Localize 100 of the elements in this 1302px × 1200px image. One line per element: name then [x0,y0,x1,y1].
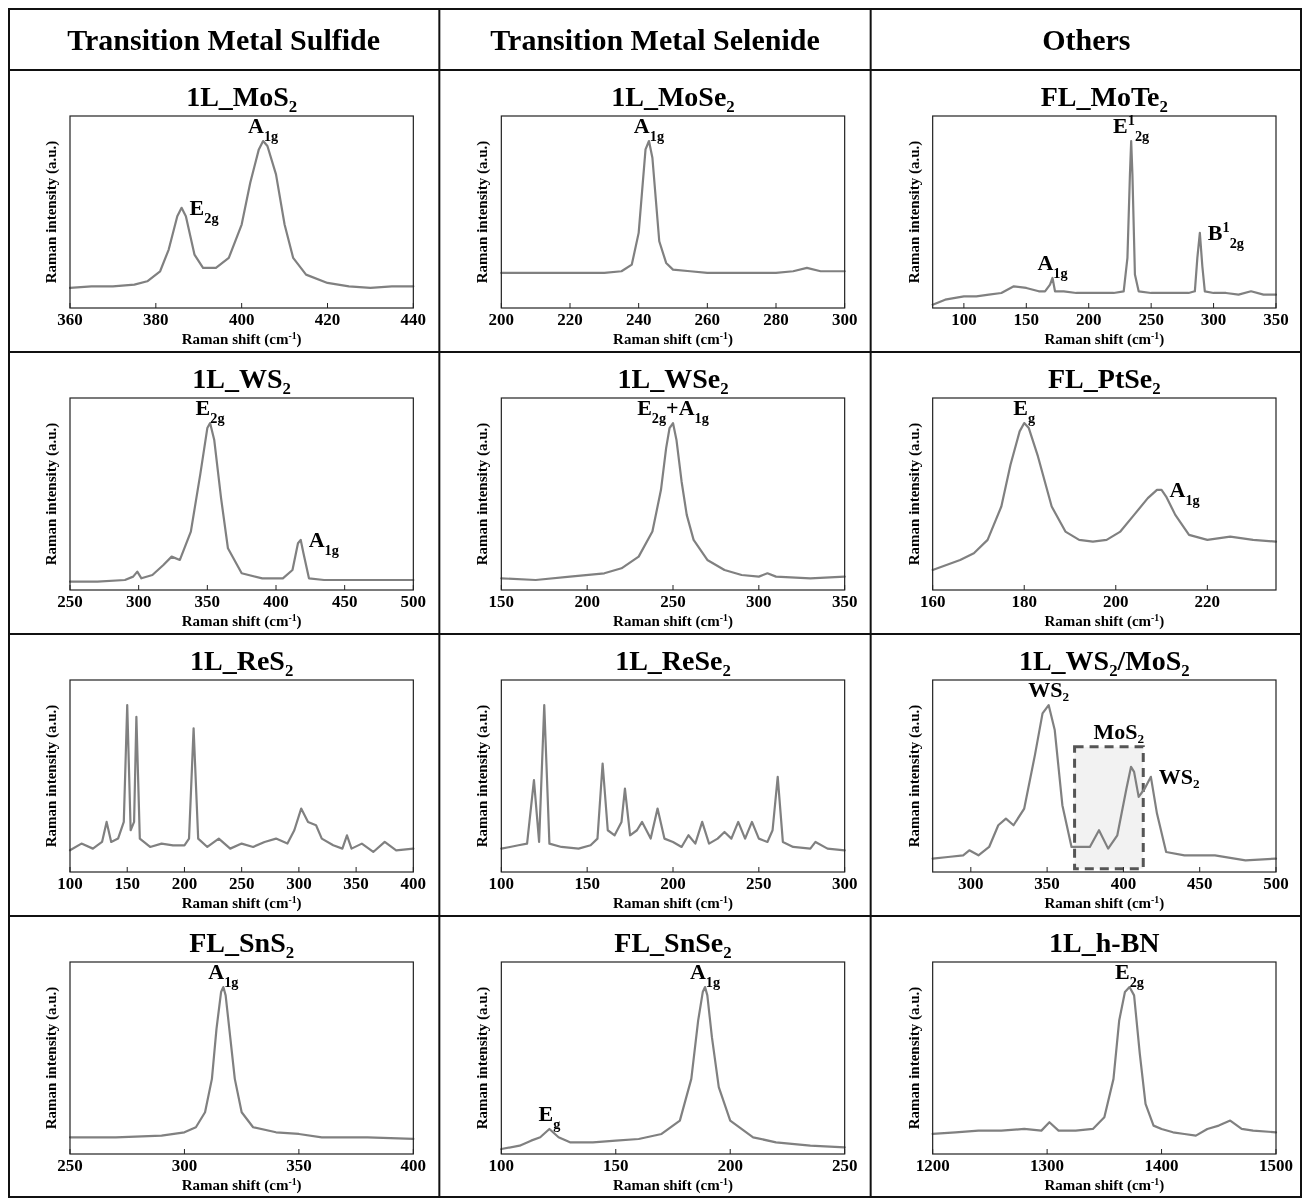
chart-title: 1L_MoSe₂ [611,81,735,112]
x-tick-label: 150 [114,874,140,893]
annotation: A$_{1g}$ [689,959,721,991]
x-tick-label: 1500 [1259,1156,1293,1175]
annotation: A$_{1g}$ [1037,249,1069,281]
x-tick-label: 350 [1263,310,1289,329]
y-axis-title: Raman intensity (a.u.) [474,986,492,1130]
x-axis-title: Raman shift (cm$^{-1}$) [613,1175,733,1194]
x-tick-label: 400 [400,874,427,893]
x-tick-label: 300 [831,310,858,329]
chart-title: FL_MoTe₂ [1040,81,1168,112]
x-tick-label: 1200 [915,1156,950,1175]
y-axis-title: Raman intensity (a.u.) [905,422,923,566]
x-tick-label: 300 [286,874,312,893]
y-axis-title: Raman intensity (a.u.) [474,704,492,848]
y-axis-title: Raman intensity (a.u.) [43,704,60,848]
annotation: E$_{g}$ [538,1100,562,1132]
x-tick-label: 350 [286,1156,312,1175]
chart-title: 1L_WSe₂ [617,363,729,394]
y-axis-title: Raman intensity (a.u.) [43,140,60,284]
x-tick-label: 400 [1110,874,1137,893]
chart-title: FL_SnS₂ [189,927,295,958]
x-axis-title: Raman shift (cm$^{-1}$) [1044,611,1165,630]
x-tick-label: 380 [143,310,169,329]
text: Others [1042,23,1131,56]
x-tick-label: 350 [194,592,221,611]
x-tick-label: 200 [717,1156,743,1175]
text: Transition Metal Selenide [490,23,820,56]
x-tick-label: 300 [125,592,152,611]
chart-title: 1L_MoS₂ [186,81,298,112]
x-tick-label: 300 [1200,310,1227,329]
y-axis-title: Raman intensity (a.u.) [905,140,923,284]
x-tick-label: 280 [763,310,789,329]
x-tick-label: 500 [400,592,427,611]
annotation: A$_{1g}$ [248,113,280,145]
x-tick-label: 450 [331,592,358,611]
x-tick-label: 250 [57,1156,83,1175]
x-axis-title: Raman shift (cm$^{-1}$) [1044,329,1165,348]
x-axis-title: Raman shift (cm$^{-1}$) [613,893,733,912]
annotation: E$_{2g}$ [195,395,226,427]
y-axis-title: Raman intensity (a.u.) [474,140,492,284]
x-axis-title: Raman shift (cm$^{-1}$) [181,1175,302,1194]
x-axis-title: Raman shift (cm$^{-1}$) [181,611,302,630]
x-tick-label: 250 [57,592,83,611]
x-tick-label: 220 [1194,592,1221,611]
x-tick-label: 250 [831,1156,858,1175]
x-tick-label: 200 [1103,592,1129,611]
x-tick-label: 100 [951,310,977,329]
x-tick-label: 400 [400,1156,427,1175]
x-tick-label: 250 [1138,310,1164,329]
x-tick-label: 150 [1013,310,1040,329]
annotation: A$_{1g}$ [308,526,340,558]
x-tick-label: 150 [574,874,600,893]
annotation: E$_{2g}$+A$_{1g}$ [637,395,710,427]
x-tick-label: 150 [603,1156,629,1175]
x-tick-label: 1300 [1030,1156,1065,1175]
band-label: MoS₂ [1093,718,1145,744]
chart-title: 1L_h-BN [1049,927,1160,958]
x-tick-label: 300 [958,874,984,893]
x-tick-label: 200 [1075,310,1102,329]
x-tick-label: 250 [660,592,686,611]
y-axis-title: Raman intensity (a.u.) [474,422,492,566]
x-tick-label: 200 [488,310,515,329]
annotation: E$_{2g}$ [189,194,220,226]
x-tick-label: 420 [314,310,341,329]
chart-title: FL_SnSe₂ [614,927,732,958]
x-tick-label: 240 [625,310,652,329]
y-axis-title: Raman intensity (a.u.) [43,986,60,1130]
x-tick-label: 100 [488,874,515,893]
x-tick-label: 250 [746,874,772,893]
text: Transition Metal Sulfide [67,23,381,56]
x-tick-label: 360 [57,310,83,329]
chart-title: 1L_ReSe₂ [615,645,731,676]
x-tick-label: 100 [57,874,83,893]
x-tick-label: 100 [488,1156,515,1175]
x-axis-title: Raman shift (cm$^{-1}$) [181,329,302,348]
x-tick-label: 350 [343,874,369,893]
x-tick-label: 450 [1186,874,1213,893]
x-tick-label: 1400 [1144,1156,1179,1175]
x-tick-label: 250 [228,874,255,893]
x-tick-label: 220 [557,310,583,329]
chart-title: 1L_ReS₂ [190,645,294,676]
x-tick-label: 200 [171,874,198,893]
x-tick-label: 300 [831,874,858,893]
x-tick-label: 400 [228,310,255,329]
x-tick-label: 500 [1263,874,1289,893]
x-tick-label: 200 [574,592,600,611]
chart-title: 1L_WS₂ [192,363,291,394]
y-axis-title: Raman intensity (a.u.) [905,986,923,1130]
x-tick-label: 400 [263,592,289,611]
y-axis-title: Raman intensity (a.u.) [43,422,60,566]
x-tick-label: 180 [1011,592,1037,611]
x-tick-label: 260 [694,310,721,329]
x-tick-label: 160 [919,592,946,611]
x-tick-label: 300 [746,592,772,611]
x-axis-title: Raman shift (cm$^{-1}$) [1044,893,1165,912]
x-axis-title: Raman shift (cm$^{-1}$) [181,893,302,912]
chart-title: FL_PtSe₂ [1048,363,1161,394]
x-tick-label: 300 [171,1156,198,1175]
chart-title: 1L_WS₂/MoS₂ [1018,645,1190,676]
